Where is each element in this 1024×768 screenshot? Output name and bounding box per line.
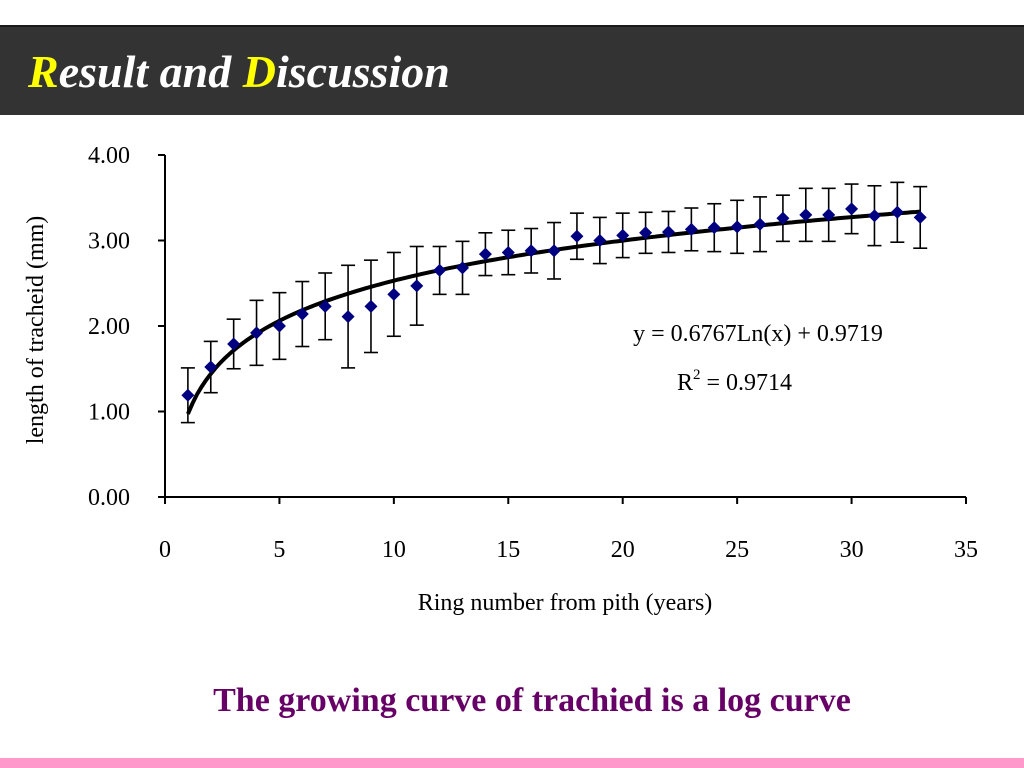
y-tick-label: 3.00 (88, 229, 130, 255)
title-initial-r: R (28, 46, 59, 97)
slide-title: Result and Discussion (28, 45, 450, 98)
x-tick-label: 0 (159, 537, 171, 563)
data-point (295, 307, 309, 321)
data-point (822, 208, 836, 222)
x-tick-label: 10 (382, 537, 406, 563)
data-point (890, 205, 904, 219)
data-point (730, 220, 744, 234)
trend-equation: y = 0.6767Ln(x) + 0.9719 (633, 321, 883, 347)
data-point (227, 337, 241, 351)
title-text-2: iscussion (275, 46, 450, 97)
title-text-1: esult and (58, 46, 243, 97)
r-squared-superscript: 2 (693, 367, 701, 383)
data-point (318, 299, 332, 313)
x-tick-label: 5 (273, 537, 285, 563)
data-point (684, 222, 698, 236)
data-point (661, 225, 675, 239)
slide-caption: The growing curve of trachied is a log c… (213, 682, 851, 719)
title-bar: Result and Discussion (0, 25, 1024, 115)
data-point (776, 211, 790, 225)
title-initial-d: D (242, 46, 276, 97)
data-point (707, 221, 721, 235)
x-tick-label: 20 (611, 537, 635, 563)
data-point (501, 245, 515, 259)
trend-r-squared: R2 = 0.9714 (677, 367, 792, 396)
data-point (845, 202, 859, 216)
data-point (524, 244, 538, 258)
data-point (181, 388, 195, 402)
data-point (456, 261, 470, 275)
x-tick-label: 25 (725, 537, 749, 563)
data-point (639, 226, 653, 240)
x-axis-label: Ring number from pith (years) (418, 590, 713, 616)
data-point (593, 234, 607, 247)
data-point (364, 299, 378, 313)
r-squared-symbol: R (677, 370, 693, 396)
y-tick-label: 1.00 (88, 400, 130, 426)
data-point (570, 229, 584, 243)
r-squared-value: = 0.9714 (701, 370, 793, 396)
data-point (387, 287, 401, 301)
data-point (753, 217, 767, 231)
y-axis-label: length of tracheid (mm) (23, 216, 49, 445)
data-point (867, 209, 881, 223)
x-axis: 0 5 10 15 20 25 30 35 (159, 496, 978, 563)
data-point (341, 310, 355, 324)
y-tick-label: 0.00 (88, 485, 130, 511)
x-tick-label: 30 (840, 537, 864, 563)
error-bars (180, 181, 928, 424)
data-point (913, 210, 927, 224)
data-point (410, 279, 424, 293)
x-tick-label: 35 (954, 537, 978, 563)
y-axis: 0.00 1.00 2.00 3.00 4.00 (88, 143, 166, 511)
data-point (799, 208, 813, 222)
chart: 0.00 1.00 2.00 3.00 4.00 0 5 10 15 20 25 30 35 leng… (23, 143, 978, 616)
x-tick-label: 15 (496, 537, 520, 563)
data-point (272, 319, 286, 333)
data-point (250, 326, 264, 340)
data-point (616, 228, 630, 242)
data-point (547, 244, 561, 258)
y-tick-label: 2.00 (88, 314, 130, 340)
data-point (204, 360, 218, 374)
data-point (478, 247, 492, 261)
bottom-stripe (0, 758, 1024, 768)
y-tick-label: 4.00 (88, 143, 130, 169)
data-points (181, 202, 927, 402)
data-point (433, 263, 447, 277)
